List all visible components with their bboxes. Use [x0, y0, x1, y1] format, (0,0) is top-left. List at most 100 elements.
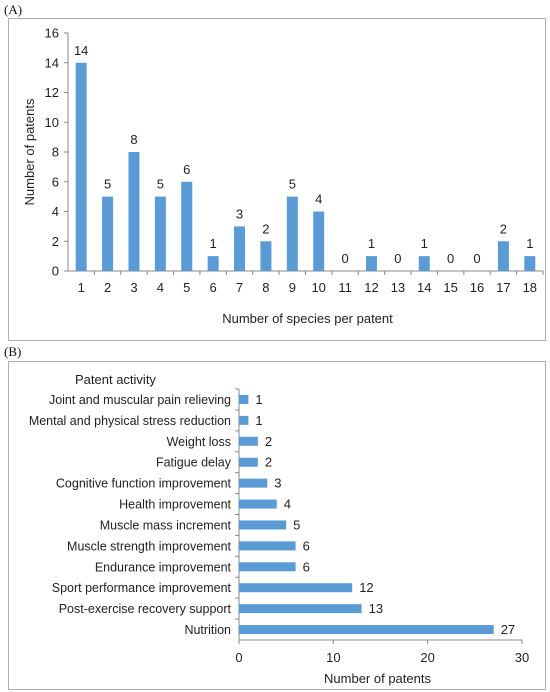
panel-b-frame — [8, 361, 546, 690]
y-tick-label: 6 — [52, 174, 59, 189]
x-tick-label: 2 — [104, 280, 111, 295]
data-label: 3 — [236, 206, 243, 221]
bar — [239, 457, 258, 467]
x-tick-label: 17 — [496, 280, 510, 295]
category-label: Fatigue delay — [156, 456, 232, 470]
x-tick-label: 0 — [235, 650, 242, 665]
data-label: 2 — [262, 221, 269, 236]
x-tick-label: 3 — [130, 280, 137, 295]
x-tick-label: 9 — [289, 280, 296, 295]
panel-a-label: (A) — [4, 2, 23, 17]
data-label: 1 — [255, 392, 262, 407]
data-label: 2 — [500, 221, 507, 236]
bar — [239, 499, 277, 509]
bar — [207, 256, 219, 271]
x-tick-label: 8 — [262, 280, 269, 295]
data-label: 4 — [284, 497, 291, 512]
x-tick-label: 4 — [157, 280, 164, 295]
category-label: Nutrition — [184, 623, 231, 637]
data-label: 6 — [303, 538, 310, 553]
category-label: Muscle mass increment — [100, 518, 232, 532]
data-label: 0 — [394, 251, 401, 266]
data-label: 2 — [265, 455, 272, 470]
data-label: 12 — [359, 580, 373, 595]
bar — [524, 256, 536, 271]
category-label: Endurance improvement — [95, 560, 232, 574]
bar — [239, 625, 494, 635]
bar — [418, 256, 430, 271]
data-label: 14 — [74, 43, 88, 58]
y-tick-label: 4 — [52, 204, 59, 219]
data-label: 13 — [369, 601, 383, 616]
data-label: 5 — [293, 517, 300, 532]
x-tick-label: 10 — [326, 650, 340, 665]
bar — [286, 196, 298, 271]
bar — [497, 241, 509, 271]
bar — [313, 211, 325, 271]
data-label: 1 — [210, 236, 217, 251]
data-label: 1 — [255, 413, 262, 428]
data-label: 3 — [274, 476, 281, 491]
category-label: Muscle strength improvement — [67, 539, 231, 553]
y-tick-label: 10 — [45, 115, 59, 130]
x-axis-title: Number of species per patent — [222, 311, 393, 326]
category-label: Post-exercise recovery support — [59, 602, 232, 616]
y-tick-label: 0 — [52, 264, 59, 279]
x-tick-label: 7 — [236, 280, 243, 295]
x-tick-label: 20 — [420, 650, 434, 665]
bar — [75, 62, 87, 271]
bar — [239, 562, 296, 572]
data-label: 5 — [104, 177, 111, 192]
category-axis-title: Patent activity — [75, 372, 156, 387]
category-label: Weight loss — [167, 435, 231, 449]
category-label: Cognitive function improvement — [56, 477, 232, 491]
bar — [102, 196, 114, 271]
x-tick-label: 18 — [523, 280, 537, 295]
panel-b-label: (B) — [4, 344, 22, 359]
data-label: 6 — [183, 162, 190, 177]
y-tick-label: 16 — [45, 26, 59, 41]
x-tick-label: 30 — [515, 650, 529, 665]
data-label: 0 — [473, 251, 480, 266]
x-tick-label: 16 — [470, 280, 484, 295]
x-tick-label: 6 — [210, 280, 217, 295]
bar — [154, 196, 166, 271]
data-label: 1 — [368, 236, 375, 251]
bar — [239, 541, 296, 551]
data-label: 2 — [265, 434, 272, 449]
panel-a-frame — [8, 18, 546, 341]
data-label: 27 — [501, 622, 515, 637]
bar — [239, 604, 362, 614]
bar — [181, 181, 193, 271]
bar — [234, 226, 246, 271]
x-tick-label: 10 — [311, 280, 325, 295]
data-label: 6 — [303, 559, 310, 574]
data-label: 5 — [289, 177, 296, 192]
bar — [260, 241, 272, 271]
bar — [239, 394, 249, 404]
y-tick-label: 14 — [45, 55, 59, 70]
category-label: Joint and muscular pain relieving — [49, 393, 231, 407]
category-label: Sport performance improvement — [52, 581, 232, 595]
x-axis-title: Number of patents — [324, 671, 431, 686]
bar — [365, 256, 377, 271]
x-tick-label: 11 — [338, 280, 352, 295]
y-tick-label: 12 — [45, 85, 59, 100]
y-tick-label: 8 — [52, 145, 59, 160]
data-label: 8 — [130, 132, 137, 147]
x-tick-label: 5 — [183, 280, 190, 295]
category-label: Mental and physical stress reduction — [29, 414, 231, 428]
data-label: 5 — [157, 177, 164, 192]
x-tick-label: 12 — [364, 280, 378, 295]
data-label: 4 — [315, 192, 322, 207]
data-label: 0 — [447, 251, 454, 266]
bar — [239, 478, 268, 488]
data-label: 1 — [421, 236, 428, 251]
x-tick-label: 13 — [391, 280, 405, 295]
y-tick-label: 2 — [52, 234, 59, 249]
bar — [128, 152, 140, 271]
data-label: 1 — [526, 236, 533, 251]
category-label: Health improvement — [119, 498, 231, 512]
x-tick-label: 15 — [443, 280, 457, 295]
